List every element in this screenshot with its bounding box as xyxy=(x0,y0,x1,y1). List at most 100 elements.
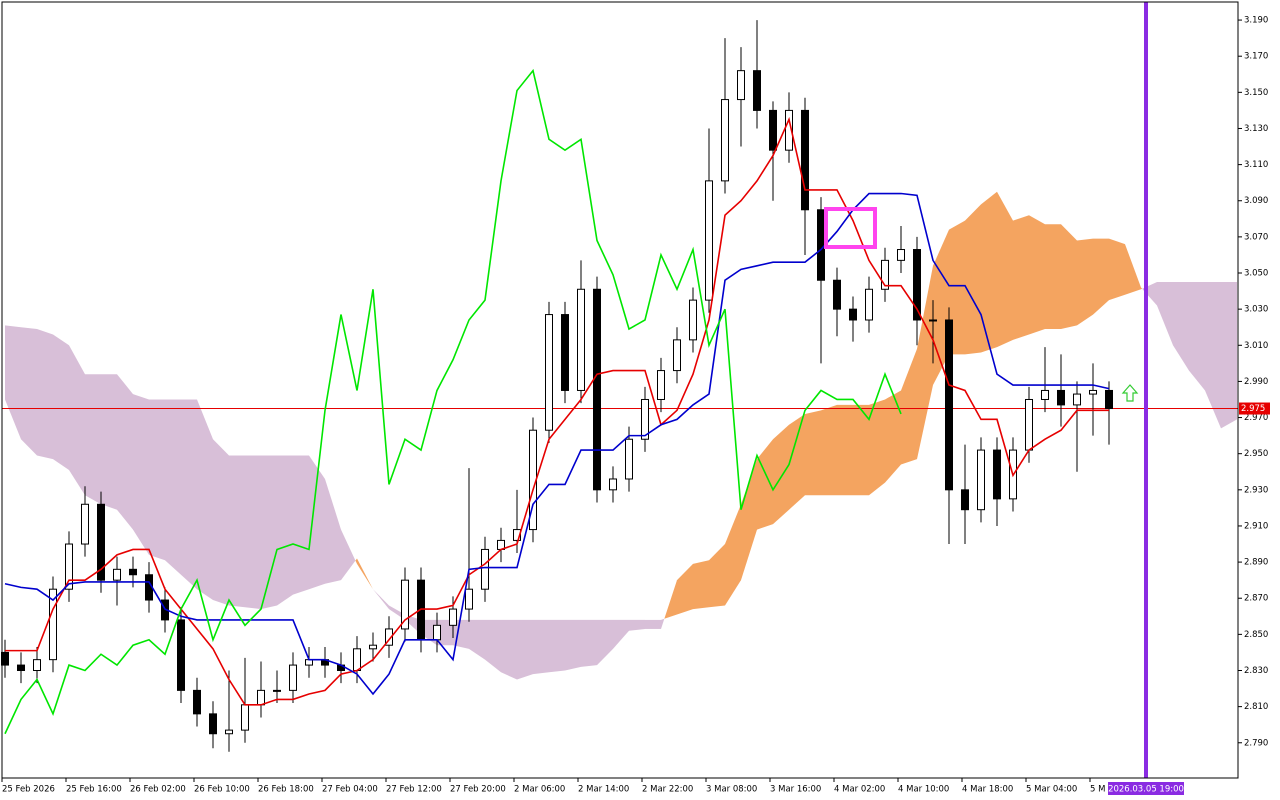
cloud-segment xyxy=(37,329,53,460)
candle-body xyxy=(561,314,569,391)
candle-body xyxy=(81,503,89,545)
y-tick-label: 2.930 xyxy=(1244,485,1268,495)
cloud-segment xyxy=(981,191,997,353)
cloud-segment xyxy=(1141,287,1143,290)
cloud-segment xyxy=(885,390,901,483)
candle-body xyxy=(545,314,553,431)
cloud-segment xyxy=(117,374,133,530)
cloud-segment xyxy=(664,580,677,619)
candle-body xyxy=(1041,389,1049,400)
candle-body xyxy=(1,651,9,666)
cloud-segment xyxy=(501,619,517,680)
x-tick-label: 2 Mar 14:00 xyxy=(578,785,629,795)
indicator-line xyxy=(5,116,1109,706)
y-tick-label: 2.810 xyxy=(1244,702,1268,712)
candle-body xyxy=(49,588,57,661)
cloud-segment xyxy=(1173,282,1189,371)
cloud-segment xyxy=(805,410,821,496)
cloud-segment xyxy=(837,404,853,496)
candle-body xyxy=(225,729,233,735)
candle-body xyxy=(289,664,297,691)
x-tick-label: 3 Mar 16:00 xyxy=(770,785,821,795)
indicator-line xyxy=(4,68,902,735)
y-tick-label: 3.170 xyxy=(1244,52,1268,62)
highlight-box xyxy=(824,207,877,249)
time-marker-box xyxy=(1108,782,1184,795)
cloud-segment xyxy=(229,455,245,608)
cloud-segment xyxy=(853,404,869,496)
price-label: 2.975 xyxy=(1241,404,1265,414)
cloud-segment xyxy=(693,560,709,610)
x-tick-label: 4 Mar 10:00 xyxy=(898,785,949,795)
candle-body xyxy=(1089,389,1097,395)
candle-body xyxy=(977,449,985,511)
candle-body xyxy=(433,624,441,641)
y-tick-label: 3.050 xyxy=(1244,269,1268,279)
x-tick-label: 5 Mar 04:00 xyxy=(1026,785,1077,795)
y-tick-label: 2.950 xyxy=(1244,449,1268,459)
cloud-segment xyxy=(773,424,789,525)
cloud-segment xyxy=(997,191,1013,348)
cloud-segment xyxy=(1205,282,1221,429)
cloud-segment xyxy=(581,619,597,667)
x-tick-label: 27 Feb 20:00 xyxy=(450,785,506,795)
y-tick-label: 3.130 xyxy=(1244,124,1268,134)
cloud-layer xyxy=(5,191,1237,680)
candle-body xyxy=(209,713,217,735)
candle-body xyxy=(1025,398,1033,451)
candle-body xyxy=(929,319,937,322)
candle-body xyxy=(833,279,841,310)
candle-body xyxy=(689,299,697,341)
cloud-segment xyxy=(725,504,741,606)
cloud-segment xyxy=(197,399,213,601)
cloud-segment xyxy=(357,558,373,590)
indicator-line xyxy=(4,192,1110,696)
cloud-segment xyxy=(757,439,773,530)
cloud-segment xyxy=(485,619,501,673)
y-tick-label: 3.190 xyxy=(1244,16,1268,26)
cloud-segment xyxy=(277,455,293,606)
y-tick-label: 2.830 xyxy=(1244,666,1268,676)
axes-layer: 2.790 2.810 2.830 2.850 2.870 2.890 2.910 2.930… xyxy=(1,16,1270,795)
y-tick-label: 3.090 xyxy=(1244,196,1268,206)
cloud-segment xyxy=(789,413,805,510)
y-tick-label: 3.010 xyxy=(1244,341,1268,351)
cloud-segment xyxy=(21,327,37,456)
candle-body xyxy=(465,588,473,610)
x-tick-label: 2 Mar 22:00 xyxy=(642,785,693,795)
candle-body xyxy=(273,689,281,692)
candle-body xyxy=(593,288,601,491)
y-tick-label: 3.110 xyxy=(1244,160,1268,170)
cloud-segment xyxy=(709,544,725,608)
cloud-segment xyxy=(341,529,356,581)
cloud-segment xyxy=(821,404,837,496)
candle-body xyxy=(913,249,921,321)
cloud-segment xyxy=(517,619,533,680)
cloud-segment xyxy=(661,618,665,629)
x-tick-label: 4 Mar 18:00 xyxy=(962,785,1013,795)
cloud-segment xyxy=(1029,215,1045,335)
cloud-segment xyxy=(373,589,389,610)
x-tick-label: 26 Feb 10:00 xyxy=(194,785,250,795)
cloud-segment xyxy=(741,459,757,581)
cloud-segment xyxy=(1093,238,1109,315)
candle-body xyxy=(113,568,121,581)
candle-body xyxy=(369,644,377,650)
candle-body xyxy=(769,109,777,151)
price-label-box xyxy=(1239,402,1270,415)
x-tick-label: 25 Feb 2026 xyxy=(2,785,55,795)
cloud-segment xyxy=(1013,215,1029,340)
cloud-segment xyxy=(1045,224,1061,330)
cloud-segment xyxy=(629,619,645,631)
candle-body xyxy=(177,619,185,691)
candle-body xyxy=(881,259,889,290)
candle-body xyxy=(1073,393,1081,406)
candle-body xyxy=(385,628,393,646)
buy-arrow xyxy=(1121,384,1139,402)
candle-body xyxy=(577,288,585,391)
candle-body xyxy=(97,503,105,581)
cloud-segment xyxy=(165,399,181,575)
